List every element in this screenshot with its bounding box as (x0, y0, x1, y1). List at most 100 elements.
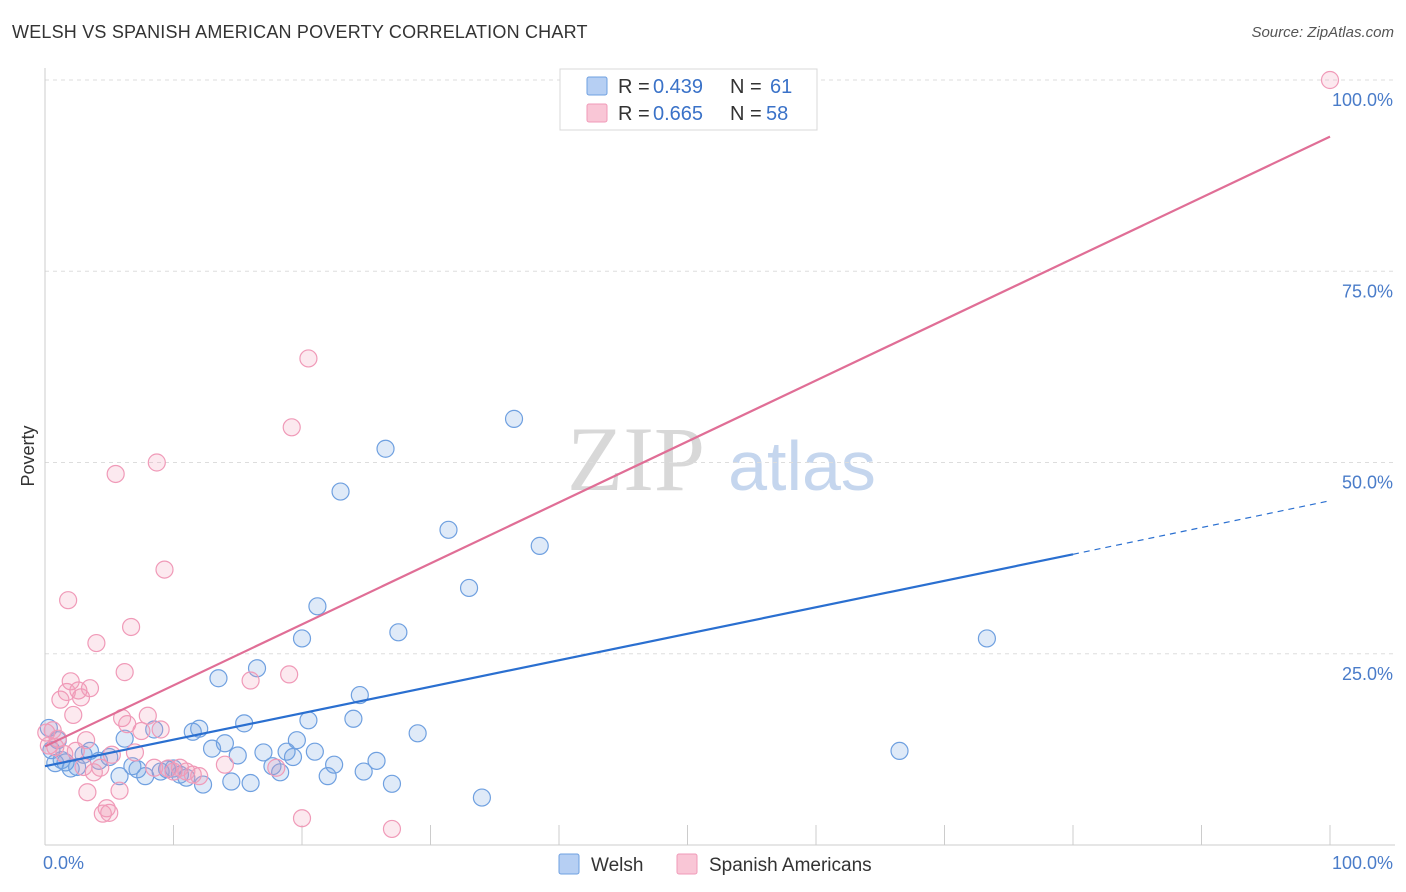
spanish-point-28 (115, 663, 134, 682)
legend-welsh-n-value: 61 (770, 76, 792, 98)
spanish-point-4 (48, 729, 67, 748)
legend-spanish-r-label: R = (618, 103, 650, 125)
welsh-trend-line (44, 553, 1074, 768)
spanish-point-42 (183, 765, 202, 784)
spanish-point-30 (121, 617, 141, 637)
spanish-point-33 (138, 706, 157, 725)
watermark-zip: ZIP (567, 408, 705, 510)
spanish-point-45 (241, 671, 260, 690)
welsh-point-60 (890, 741, 909, 761)
spanish-point-37 (155, 560, 174, 579)
legend-welsh-r-value: 0.439 (653, 76, 703, 98)
welsh-point-57 (472, 788, 491, 807)
welsh-point-28 (215, 734, 234, 753)
spanish-point-49 (292, 809, 312, 828)
y-tick-labels: 25.0% 50.0% 75.0% 100.0% (1332, 90, 1393, 684)
spanish-point-51 (382, 819, 402, 839)
spanish-point-44 (215, 755, 234, 774)
welsh-point-14 (123, 757, 142, 776)
spanish-point-9 (61, 672, 80, 691)
spanish-point-47 (280, 665, 299, 684)
spanish-point-32 (132, 721, 151, 741)
spanish-point-20 (91, 758, 110, 777)
x-tick-labels: 0.0% 100.0% (43, 853, 1393, 873)
legend-welsh-n-label: N = (730, 76, 762, 98)
bottom-legend-welsh-swatch (558, 853, 580, 875)
spanish-point-16 (78, 783, 97, 802)
spanish-trend-line (44, 135, 1331, 748)
spanish-point-10 (64, 705, 83, 725)
welsh-point-27 (209, 669, 228, 688)
spanish-point-23 (100, 803, 119, 822)
spanish-point-19 (87, 633, 106, 653)
grid-lines (45, 79, 1395, 655)
spanish-points (37, 70, 1340, 839)
legend-spanish-n-value: 58 (766, 103, 788, 125)
welsh-point-29 (222, 772, 241, 791)
spanish-point-15 (77, 731, 96, 750)
welsh-point-40 (292, 629, 312, 648)
watermark: ZIP atlas (567, 408, 876, 510)
legend-spanish-swatch (586, 103, 608, 123)
legend-spanish-n-label: N = (730, 103, 762, 125)
welsh-point-49 (354, 762, 373, 781)
watermark-atlas: atlas (728, 427, 876, 505)
welsh-point-55 (439, 520, 458, 539)
welsh-point-47 (344, 709, 363, 728)
welsh-point-46 (331, 482, 350, 501)
welsh-point-32 (241, 773, 260, 793)
welsh-point-43 (308, 597, 327, 616)
welsh-point-58 (504, 409, 524, 428)
axes (44, 68, 1395, 846)
bottom-legend-spanish-swatch (676, 853, 698, 875)
y-tick-label-3: 100.0% (1332, 90, 1393, 110)
spanish-point-34 (145, 758, 164, 777)
welsh-point-44 (318, 767, 337, 786)
welsh-point-12 (110, 767, 129, 786)
source-credit: Source: ZipAtlas.com (1251, 24, 1394, 41)
bottom-legend-welsh-label: Welsh (591, 855, 643, 876)
x-tick-label-1: 100.0% (1332, 853, 1393, 873)
top-legend: R = 0.439 N = 61 R = 0.665 N = 58 (559, 68, 818, 131)
welsh-point-13 (115, 729, 134, 748)
spanish-point-48 (282, 418, 301, 437)
y-tick-label-0: 25.0% (1342, 664, 1393, 684)
spanish-point-17 (80, 679, 100, 698)
spanish-point-18 (84, 763, 103, 782)
welsh-point-61 (977, 629, 997, 648)
welsh-point-53 (389, 623, 408, 642)
welsh-point-39 (287, 731, 306, 750)
welsh-point-56 (459, 578, 479, 598)
bottom-legend-spanish-label: Spanish Americans (709, 855, 872, 876)
spanish-point-35 (147, 453, 166, 472)
welsh-point-45 (325, 755, 344, 774)
welsh-point-30 (228, 746, 247, 765)
bottom-legend: Welsh Spanish Americans (558, 853, 872, 876)
welsh-point-50 (367, 751, 386, 770)
welsh-point-54 (408, 724, 427, 743)
y-tick-label-2: 75.0% (1342, 281, 1393, 301)
chart-title: WELSH VS SPANISH AMERICAN POVERTY CORREL… (12, 22, 588, 42)
spanish-point-36 (151, 720, 170, 739)
spanish-point-26 (110, 781, 129, 800)
welsh-point-34 (254, 743, 273, 762)
legend-welsh-r-label: R = (618, 76, 650, 98)
x-tick-label-0: 0.0% (43, 853, 84, 873)
y-axis-title: Poverty (18, 425, 38, 486)
welsh-point-51 (376, 439, 395, 458)
welsh-trend-extension (1072, 500, 1331, 555)
spanish-point-43 (190, 767, 209, 786)
spanish-point-7 (57, 682, 76, 702)
spanish-point-46 (267, 758, 286, 777)
spanish-point-8 (59, 591, 78, 610)
welsh-point-38 (283, 747, 303, 767)
spanish-point-52 (1320, 70, 1340, 90)
welsh-point-42 (305, 742, 324, 761)
trend-lines (44, 135, 1331, 768)
spanish-point-50 (299, 349, 318, 368)
welsh-point-59 (530, 536, 549, 555)
legend-welsh-swatch (586, 76, 608, 96)
legend-spanish-r-value: 0.665 (653, 103, 703, 125)
spanish-point-25 (106, 464, 125, 484)
